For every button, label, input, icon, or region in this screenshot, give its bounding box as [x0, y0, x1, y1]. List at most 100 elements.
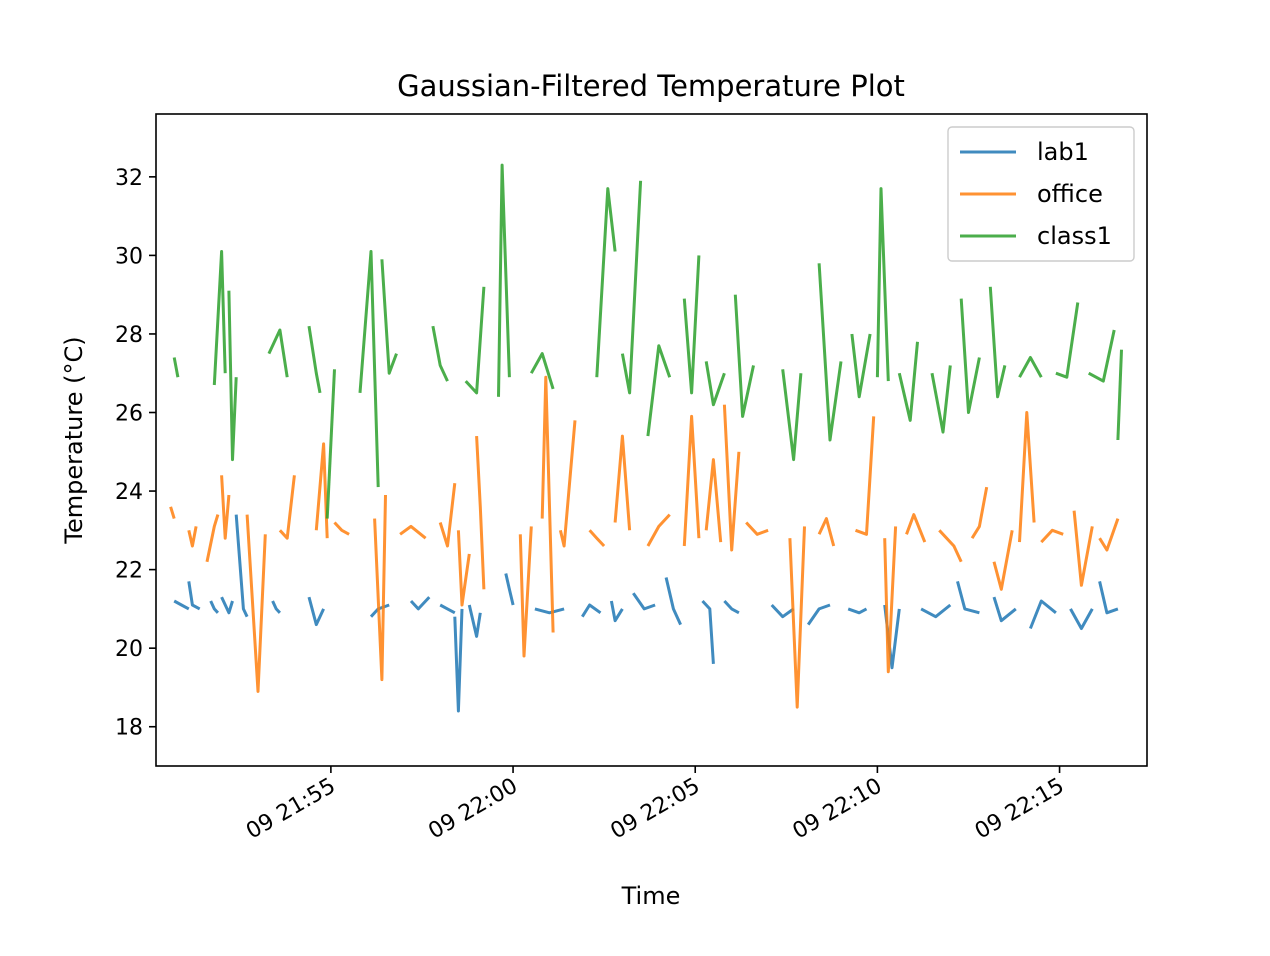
lab1-line-segment — [467, 604, 482, 638]
class1-line-segment — [307, 325, 322, 394]
y-axis-label: Temperature (°C) — [60, 336, 88, 544]
office-line-segment — [399, 524, 427, 540]
plot-frame — [155, 113, 1148, 767]
class1-line-segment — [267, 328, 289, 378]
lab1-line-segment — [534, 607, 565, 615]
lab1-line-segment — [632, 592, 656, 611]
y-tick-label: 20 — [115, 637, 143, 662]
class1-line-segment — [875, 187, 890, 382]
class1-line-segment — [380, 259, 398, 375]
lab1-line-segment — [847, 607, 868, 615]
office-line-segment — [745, 521, 769, 536]
class1-line-segment — [682, 255, 701, 395]
office-line-segment — [788, 526, 806, 709]
office-line-segment — [704, 458, 723, 543]
class1-line-segment — [1018, 356, 1043, 378]
y-tick-label: 30 — [115, 244, 143, 269]
class1-line-segment — [172, 357, 180, 378]
legend-box — [947, 126, 1135, 262]
lab1-line-segment — [806, 603, 831, 626]
lab1-line-segment — [723, 599, 740, 615]
lab1-line-segment — [956, 581, 980, 615]
y-axis: 18 20 22 24 26 28 30 32 — [115, 166, 156, 741]
legend: lab1 office class1 — [947, 126, 1135, 262]
lab1-line-segment — [609, 600, 624, 623]
office-line-segment — [1018, 411, 1036, 543]
class1-line-segment — [227, 290, 238, 462]
office-line-segment — [475, 436, 486, 590]
office-line-segment — [438, 483, 457, 548]
office-line-segment — [883, 526, 898, 674]
lab1-line-segment — [701, 599, 715, 664]
class1-line-segment — [897, 341, 919, 422]
office-line-segment — [540, 375, 555, 633]
office-line-segment — [456, 530, 471, 607]
office-line-segment — [588, 529, 606, 548]
office-line-segment — [646, 513, 671, 547]
y-tick-label: 28 — [115, 323, 143, 348]
class1-line-segment — [1055, 302, 1080, 379]
class1-line-segment — [817, 263, 843, 442]
office-line-segment — [333, 521, 350, 536]
legend-label: office — [1037, 180, 1103, 208]
plot-lines — [169, 163, 1123, 713]
office-line-segment — [992, 530, 1014, 591]
series-lab1 — [173, 514, 1119, 713]
lab1-line-segment — [209, 600, 220, 614]
office-line-segment — [970, 486, 989, 539]
lab1-line-segment — [920, 603, 952, 619]
office-line-segment — [187, 526, 198, 548]
y-tick-label: 24 — [115, 480, 143, 505]
lab1-line-segment — [504, 573, 515, 606]
class1-line-segment — [620, 180, 643, 395]
class1-line-segment — [959, 298, 981, 414]
class1-line-segment — [358, 250, 380, 488]
lab1-line-segment — [173, 599, 190, 611]
class1-line-segment — [646, 344, 672, 437]
office-line-segment — [1072, 510, 1094, 587]
class1-line-segment — [733, 294, 755, 418]
class1-line-segment — [464, 286, 486, 395]
series-class1 — [172, 163, 1123, 519]
office-line-segment — [1098, 518, 1120, 552]
y-tick-label: 18 — [115, 716, 143, 741]
x-axis-label: Time — [621, 882, 681, 910]
class1-line-segment — [850, 333, 872, 399]
office-line-segment — [558, 420, 577, 548]
lab1-line-segment — [234, 514, 249, 618]
office-line-segment — [613, 434, 632, 531]
office-line-segment — [817, 517, 836, 547]
class1-line-segment — [212, 250, 227, 386]
class1-line-segment — [595, 187, 617, 378]
class1-line-segment — [704, 361, 726, 407]
office-line-segment — [169, 506, 176, 520]
legend-item-lab1: lab1 — [960, 138, 1089, 166]
class1-line-segment — [431, 325, 449, 382]
class1-line-segment — [988, 286, 1007, 399]
class1-line-segment — [930, 365, 952, 434]
legend-item-office: office — [960, 180, 1103, 208]
office-line-segment — [314, 442, 329, 539]
class1-line-segment — [1116, 349, 1123, 441]
legend-label: lab1 — [1037, 138, 1089, 166]
class1-line-segment — [497, 163, 511, 397]
lab1-line-segment — [271, 600, 281, 614]
lab1-line-segment — [409, 596, 431, 611]
office-line-segment — [854, 416, 876, 536]
class1-line-segment — [1087, 329, 1116, 383]
office-line-segment — [1040, 528, 1064, 544]
office-line-segment — [518, 526, 533, 658]
y-tick-label: 26 — [115, 402, 143, 427]
chart-title: Gaussian-Filtered Temperature Plot — [397, 69, 905, 103]
class1-line-segment — [781, 369, 803, 462]
class1-line-segment — [325, 369, 336, 519]
legend-label: class1 — [1037, 222, 1112, 250]
lab1-line-segment — [992, 596, 1017, 623]
lab1-line-segment — [439, 603, 456, 615]
office-line-segment — [722, 404, 741, 552]
office-line-segment — [220, 475, 231, 540]
lab1-line-segment — [1029, 599, 1057, 630]
office-line-segment — [905, 513, 927, 543]
lab1-line-segment — [220, 596, 234, 615]
office-line-segment — [278, 475, 296, 540]
